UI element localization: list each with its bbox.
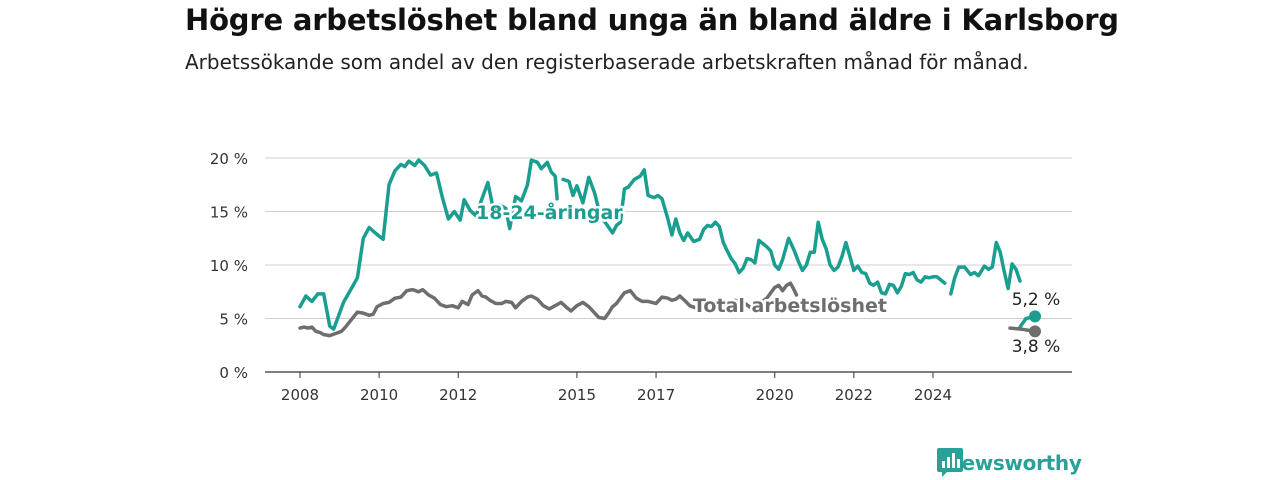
x-tick-label: 2017: [637, 386, 675, 404]
x-tick-label: 2008: [281, 386, 319, 404]
brand-logo: Newsworthy: [937, 448, 1082, 478]
x-tick-label: 2024: [914, 386, 952, 404]
series-label-total: Total arbetslöshet: [693, 295, 887, 317]
series-end-dot-total: [1029, 325, 1041, 338]
series-line-youth: [561, 168, 947, 296]
y-tick-label: 10 %: [210, 257, 248, 275]
series-end-dot-youth: [1029, 310, 1041, 323]
brand-name: Newsworthy: [945, 451, 1082, 475]
chart-subtitle: Arbetssökande som andel av den registerb…: [185, 50, 1029, 74]
end-value-label-total: 3,8 %: [1012, 337, 1061, 357]
series-line-total: [298, 281, 799, 338]
x-axis: 2008 2010 2012 2015 2017 2020 2022 2024: [281, 372, 952, 404]
y-tick-label: 0 %: [219, 364, 248, 382]
x-tick-label: 2022: [835, 386, 873, 404]
chart-title: Högre arbetslöshet bland unga än bland ä…: [185, 3, 1119, 37]
series-label-youth: 18-24-åringar: [476, 200, 623, 224]
series-lines: [298, 158, 1041, 338]
bar-chart-speech-bubble-icon: [937, 448, 963, 477]
series-label-total-halo: Total arbetslöshet: [693, 295, 887, 317]
y-tick-label: 5 %: [219, 311, 248, 329]
gridlines: [265, 157, 1072, 373]
y-tick-label: 20 %: [210, 150, 248, 168]
series-label-youth-halo: 18-24-åringar: [476, 200, 623, 224]
x-tick-label: 2012: [439, 386, 477, 404]
y-axis: 0 % 5 % 10 % 15 % 20 %: [210, 150, 248, 382]
end-value-label-youth: 5,2 %: [1012, 290, 1061, 310]
x-tick-label: 2020: [756, 386, 794, 404]
series-line-youth: [949, 240, 1022, 296]
series-line-youth: [298, 158, 559, 331]
x-tick-label: 2015: [558, 386, 596, 404]
x-tick-label: 2010: [360, 386, 398, 404]
y-tick-label: 15 %: [210, 204, 248, 222]
